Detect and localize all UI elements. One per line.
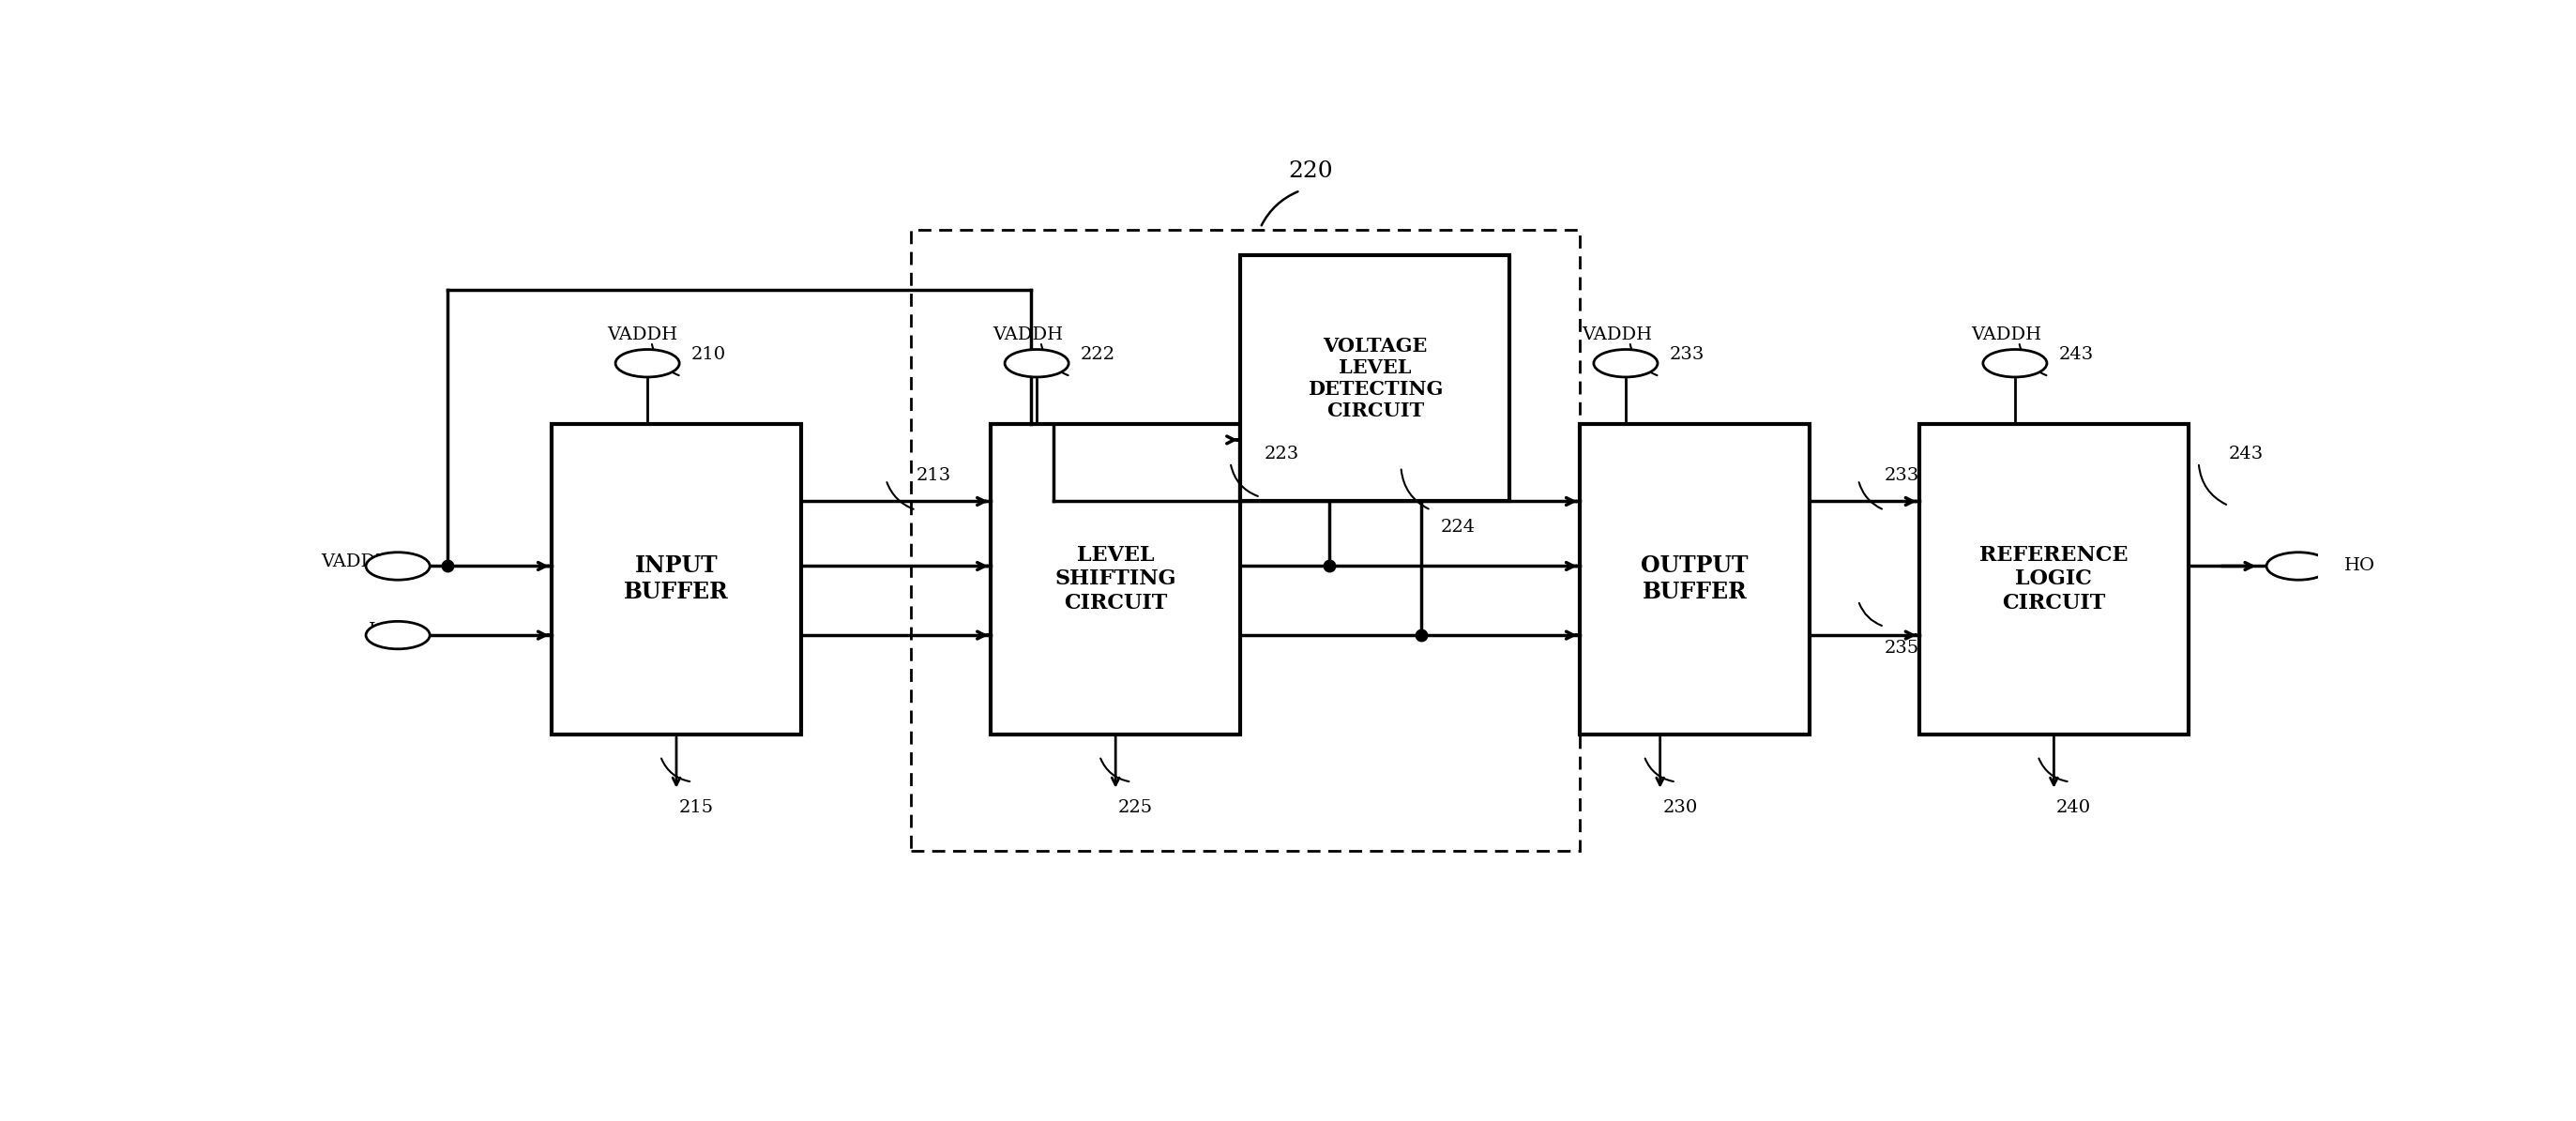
Text: LI: LI	[368, 622, 389, 639]
Text: 225: 225	[1118, 799, 1154, 816]
Circle shape	[1595, 350, 1656, 377]
Text: VADDH: VADDH	[608, 326, 677, 343]
Text: 224: 224	[1440, 519, 1476, 536]
Circle shape	[1005, 350, 1069, 377]
Circle shape	[366, 553, 430, 580]
Circle shape	[1984, 350, 2048, 377]
Circle shape	[2267, 553, 2331, 580]
Bar	[1919, 424, 2190, 734]
Text: 230: 230	[1662, 799, 1698, 816]
Circle shape	[366, 621, 430, 649]
Text: 240: 240	[2056, 799, 2092, 816]
Text: VOLTAGE
LEVEL
DETECTING
CIRCUIT: VOLTAGE LEVEL DETECTING CIRCUIT	[1309, 336, 1443, 420]
Text: 213: 213	[917, 467, 951, 484]
Bar	[992, 424, 1242, 734]
Bar	[1579, 424, 1808, 734]
Text: OUTPUT
BUFFER: OUTPUT BUFFER	[1641, 555, 1749, 603]
Text: VADDH: VADDH	[1582, 326, 1651, 343]
Text: REFERENCE
LOGIC
CIRCUIT: REFERENCE LOGIC CIRCUIT	[1978, 545, 2128, 613]
Text: INPUT
BUFFER: INPUT BUFFER	[623, 555, 729, 603]
Text: VADDH: VADDH	[992, 326, 1064, 343]
Text: LEVEL
SHIFTING
CIRCUIT: LEVEL SHIFTING CIRCUIT	[1054, 545, 1177, 613]
Text: 233: 233	[1883, 467, 1919, 484]
Text: 220: 220	[1288, 160, 1332, 182]
Text: 243: 243	[2228, 446, 2264, 463]
Text: HO: HO	[2344, 557, 2375, 575]
Text: 233: 233	[1669, 346, 1705, 363]
Text: VADDH: VADDH	[1971, 326, 2043, 343]
Text: 223: 223	[1265, 446, 1298, 463]
Bar	[1242, 256, 1510, 501]
Text: 243: 243	[2058, 346, 2094, 363]
Bar	[551, 424, 801, 734]
Bar	[912, 230, 1579, 851]
Text: 235: 235	[1883, 639, 1919, 657]
Text: 222: 222	[1082, 346, 1115, 363]
Text: 215: 215	[680, 799, 714, 816]
Text: VADDL: VADDL	[322, 554, 389, 571]
Circle shape	[616, 350, 680, 377]
Text: 210: 210	[690, 346, 726, 363]
